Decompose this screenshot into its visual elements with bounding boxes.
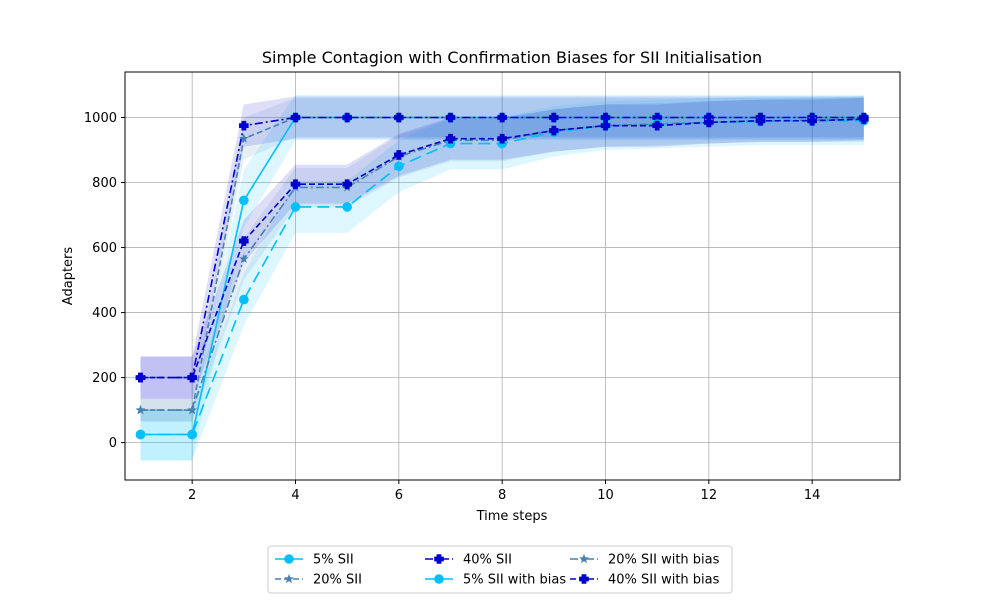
x-tick-label: 4 [291,488,299,503]
confidence-band-2 [140,96,864,399]
series-markers [135,112,869,440]
data-point [445,112,456,123]
data-point [239,236,249,246]
data-point [859,114,869,124]
legend-item-5: 40% SII with bias [570,573,720,588]
x-tick-label: 6 [395,488,403,503]
data-point [239,294,249,305]
data-point [290,179,301,189]
legend-label: 5% SII with bias [463,573,566,588]
legend-frame [267,545,733,594]
chart-title: Simple Contagion with Confirmation Biase… [262,48,762,67]
data-point [284,554,294,564]
data-point [652,120,662,131]
data-point [394,161,404,172]
data-point [239,120,249,131]
legend-item-4: 20% SII with bias [570,553,720,568]
data-point [342,179,352,189]
data-point [290,202,301,212]
data-point [755,115,766,126]
legend-label: 5% SII [313,553,354,568]
data-point [394,150,404,160]
x-tick-label: 10 [597,488,614,503]
legend-item-1: 20% SII [275,573,362,588]
y-tick-label: 400 [92,306,117,321]
data-point [394,112,404,123]
x-tick-label: 2 [188,488,196,503]
legend-item-2: 40% SII [425,553,512,568]
y-tick-label: 1000 [84,111,117,126]
data-point [704,117,714,128]
confidence-band-5 [140,98,864,399]
confidence-band-4 [140,96,864,422]
plot-frame [124,71,901,481]
data-point [434,574,444,584]
legend-label: 20% SII with bias [608,553,720,568]
data-point [434,554,444,564]
data-point [290,112,301,123]
data-point [579,574,589,584]
data-point [579,553,589,564]
y-axis-label: Adapters [61,247,76,306]
data-point [600,112,611,123]
data-point [497,133,507,144]
y-tick-label: 800 [92,176,117,191]
y-tick-label: 600 [92,241,117,256]
y-tick-label: 0 [109,436,117,451]
data-point [135,405,146,415]
data-point [445,133,456,144]
data-point [187,405,198,415]
data-point [239,195,249,206]
legend: 5% SII 20% SII 40% SII 5% SII with bias 20% … [267,545,733,594]
data-point [238,133,249,143]
legend-item-0: 5% SII [275,553,354,568]
data-point [549,112,559,123]
confidence-band-1 [140,98,864,422]
legend-label: 40% SII with bias [608,573,720,588]
data-point [135,372,146,383]
legend-item-3: 5% SII with bias [425,573,566,588]
x-axis-label: Time steps [476,509,548,524]
data-point [497,112,507,123]
data-point [549,125,559,136]
x-tick-label: 12 [701,488,718,503]
data-point [284,573,294,584]
data-point [187,372,197,383]
data-point [238,253,249,264]
confidence-band-0 [140,94,864,461]
data-point [600,120,611,131]
y-tick-label: 200 [92,371,117,386]
legend-label: 20% SII [313,573,362,588]
data-point [342,112,352,123]
data-point [135,429,146,440]
data-point [342,202,352,212]
data-point [187,429,197,440]
data-point [807,115,817,126]
x-tick-label: 8 [498,488,506,503]
x-tick-label: 14 [804,488,821,503]
legend-label: 40% SII [463,553,512,568]
axis-ticks: 2 4 6 8 10 12 14 0 200 400 600 800 1000 [84,111,821,503]
